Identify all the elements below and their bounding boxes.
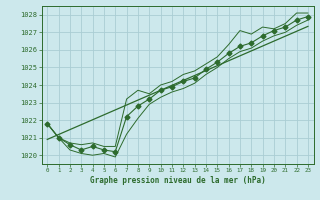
- X-axis label: Graphe pression niveau de la mer (hPa): Graphe pression niveau de la mer (hPa): [90, 176, 266, 185]
